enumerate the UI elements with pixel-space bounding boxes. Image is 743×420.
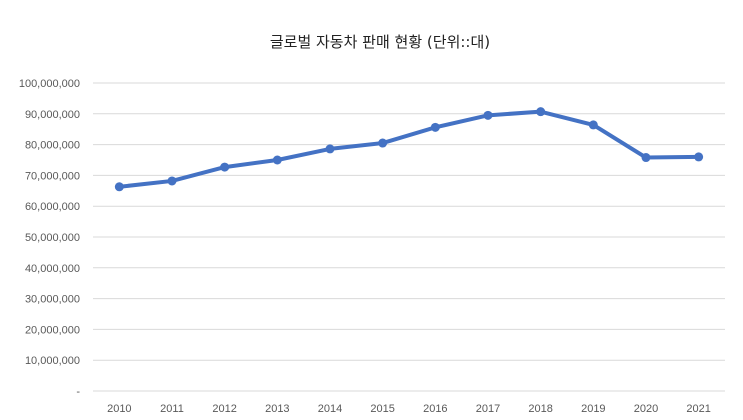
y-tick-label: 40,000,000 — [25, 263, 80, 275]
y-tick-label: 10,000,000 — [25, 355, 80, 367]
x-tick-label: 2011 — [160, 403, 184, 415]
x-tick-label: 2016 — [423, 403, 447, 415]
y-tick-label: 100,000,000 — [19, 78, 80, 90]
x-tick-label: 2018 — [528, 403, 552, 415]
y-tick-label: 80,000,000 — [25, 140, 80, 152]
data-point — [325, 144, 335, 154]
x-tick-label: 2013 — [265, 403, 289, 415]
data-point — [694, 152, 704, 162]
data-point — [588, 120, 598, 130]
chart-title: 글로벌 자동차 판매 현황 (단위::대) — [270, 33, 490, 51]
gridlines — [93, 82, 725, 392]
series-line — [117, 109, 701, 189]
y-tick-label: 60,000,000 — [25, 201, 80, 213]
data-point — [220, 162, 230, 172]
y-tick-label: - — [76, 386, 80, 398]
y-tick-label: 70,000,000 — [25, 170, 80, 182]
series-sales — [114, 107, 704, 192]
x-tick-label: 2012 — [212, 403, 236, 415]
data-point — [641, 153, 651, 163]
y-tick-label: 30,000,000 — [25, 294, 80, 306]
data-point — [430, 122, 440, 132]
x-axis-ticks: 2010 2011 2012 2013 2014 2015 2016 2017 2018 2019… — [107, 403, 711, 415]
y-tick-label: 50,000,000 — [25, 232, 80, 244]
data-point — [483, 110, 493, 120]
data-point — [536, 107, 546, 117]
data-point — [378, 138, 388, 148]
data-point — [114, 182, 124, 192]
data-point — [272, 155, 282, 165]
x-tick-label: 2017 — [476, 403, 500, 415]
y-tick-label: 20,000,000 — [25, 324, 80, 336]
data-point — [167, 176, 177, 186]
y-tick-label: 90,000,000 — [25, 109, 80, 121]
x-tick-label: 2014 — [318, 403, 342, 415]
y-axis-ticks: - 10,000,000 20,000,000 30,000,000 40,000,00… — [19, 78, 81, 398]
x-tick-label: 2021 — [686, 403, 710, 415]
x-tick-label: 2015 — [370, 403, 394, 415]
x-tick-label: 2019 — [581, 403, 605, 415]
x-tick-label: 2010 — [107, 403, 131, 415]
x-tick-label: 2020 — [634, 403, 658, 415]
